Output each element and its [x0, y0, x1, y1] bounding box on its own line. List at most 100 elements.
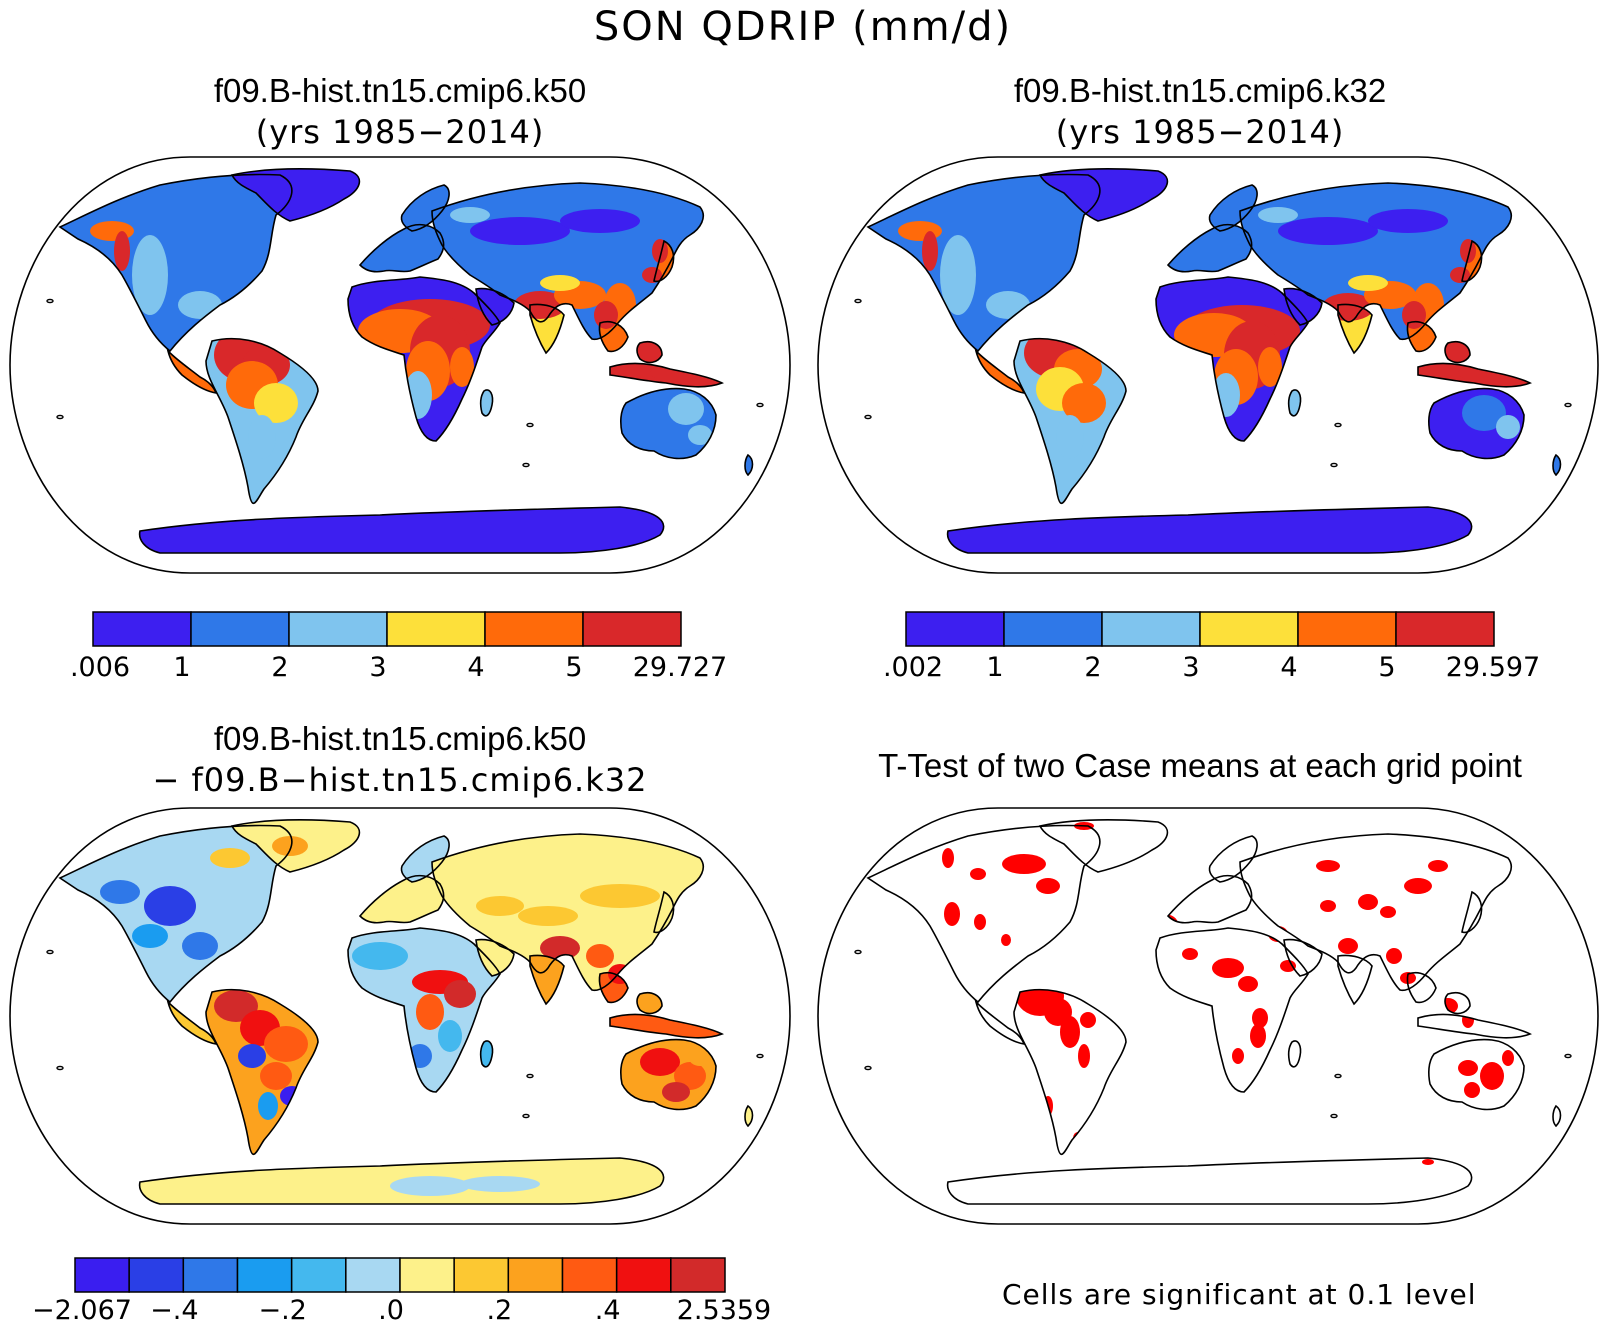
value-region [390, 1176, 470, 1196]
colorbar-tick-label: 29.597 [1445, 652, 1541, 683]
colorbar-segment [1199, 611, 1299, 647]
colorbar-segment [1395, 611, 1495, 647]
value-region [210, 848, 250, 868]
value-region [178, 291, 222, 319]
significant-cell [1438, 998, 1458, 1014]
value-region [1056, 415, 1084, 459]
land-madagascar [1288, 1040, 1301, 1067]
coastline [431, 833, 705, 992]
land-antarctica [947, 1158, 1472, 1204]
coastline [1208, 835, 1258, 883]
value-region [594, 301, 618, 329]
land-indonesia [610, 1014, 722, 1038]
significant-cell [1250, 1155, 1266, 1161]
island [1584, 1099, 1592, 1105]
value-region [438, 1020, 462, 1052]
land-europe [360, 875, 444, 923]
coastline [230, 168, 361, 222]
land-europe [360, 224, 444, 272]
colorbar-segment [345, 1257, 401, 1293]
significant-cell [942, 848, 954, 868]
value-region [586, 944, 614, 968]
land-madagascar [480, 389, 493, 416]
value-region [1460, 239, 1476, 263]
coastline [946, 1157, 1473, 1205]
figure-title: SON QDRIP (mm/d) [593, 4, 1013, 50]
significant-cell [1404, 878, 1432, 894]
coastline [1417, 1013, 1533, 1039]
land-antarctica [947, 507, 1472, 553]
significant-cell [1480, 1062, 1504, 1090]
coastline [479, 389, 494, 417]
value-region [132, 924, 168, 948]
coastline [1283, 287, 1323, 326]
coastline [1406, 321, 1437, 353]
value-region [1258, 347, 1282, 387]
value-region [258, 1092, 278, 1120]
value-region [1368, 209, 1448, 233]
colorbar-segment [453, 1257, 510, 1293]
coastline [1444, 991, 1471, 1015]
value-region [444, 980, 476, 1008]
colorbar-segment [290, 1257, 347, 1293]
significant-cell [1182, 948, 1198, 960]
land-southAmerica [1014, 989, 1126, 1155]
coastline [1013, 337, 1127, 504]
value-region [182, 932, 218, 960]
value-region [144, 886, 196, 926]
colorbar-segment [615, 1257, 672, 1293]
land-antarctica [139, 507, 664, 553]
coastline [1287, 389, 1302, 417]
significant-cell [1490, 1010, 1506, 1022]
significant-cell [1001, 934, 1011, 946]
panel-3-title: f09.B-hist.tn15.cmip6.k50 [213, 720, 587, 757]
map-border [9, 156, 791, 574]
coastline [1417, 362, 1533, 388]
value-region [476, 896, 524, 916]
significant-cell [1464, 1082, 1480, 1098]
island [756, 402, 764, 408]
coastline [1461, 890, 1483, 934]
colorbar-segment [1101, 611, 1201, 647]
colorbar-segment [386, 611, 486, 647]
land-scandinavia [401, 836, 450, 882]
land-madagascar [1288, 389, 1301, 416]
map-border [817, 807, 1599, 1225]
significant-cell [1060, 1016, 1080, 1048]
colorbar-labels-panel-2: .002 1 2 3 4 5 29.597 [0, 652, 1606, 686]
colorbar-segment [905, 611, 1005, 647]
value-region [688, 425, 712, 445]
island [1334, 1073, 1342, 1079]
value-region [580, 884, 660, 908]
land-seAsia [599, 321, 628, 352]
colorbar-labels-panel-3: −2.067 −.4 −.2 .0 .2 .4 2.5359 [0, 1295, 800, 1327]
colorbar-tick-label: 4 [1280, 652, 1298, 683]
colorbar-tick-label: 3 [1182, 652, 1200, 683]
land-seAsia [1407, 321, 1436, 352]
colorbar-panel-2 [905, 611, 1495, 647]
coastline [1208, 184, 1258, 232]
coastline [620, 387, 717, 460]
colorbar-tick-label: .0 [378, 1295, 404, 1326]
coastline [866, 824, 1101, 1004]
panel-1-title: f09.B-hist.tn15.cmip6.k50 [213, 72, 587, 109]
colorbar-segment [182, 1257, 239, 1293]
map-panel-4 [817, 807, 1599, 1225]
value-region [416, 994, 444, 1030]
colorbar-tick-label: −.4 [150, 1295, 199, 1326]
colorbar-segment [484, 611, 584, 647]
coastline [138, 1157, 665, 1205]
coastline [58, 824, 293, 1004]
island [1330, 1113, 1338, 1119]
land-northAmerica [60, 174, 292, 351]
significant-cell [1462, 1012, 1474, 1028]
land-centralAmerica [976, 351, 1024, 393]
significant-cell [1250, 1024, 1266, 1048]
coastline [529, 303, 565, 355]
coastline [1287, 1040, 1302, 1068]
coastline [1166, 874, 1253, 924]
coastline [205, 988, 319, 1155]
island [854, 298, 862, 304]
value-region [1402, 301, 1426, 329]
coastline [744, 1104, 754, 1128]
